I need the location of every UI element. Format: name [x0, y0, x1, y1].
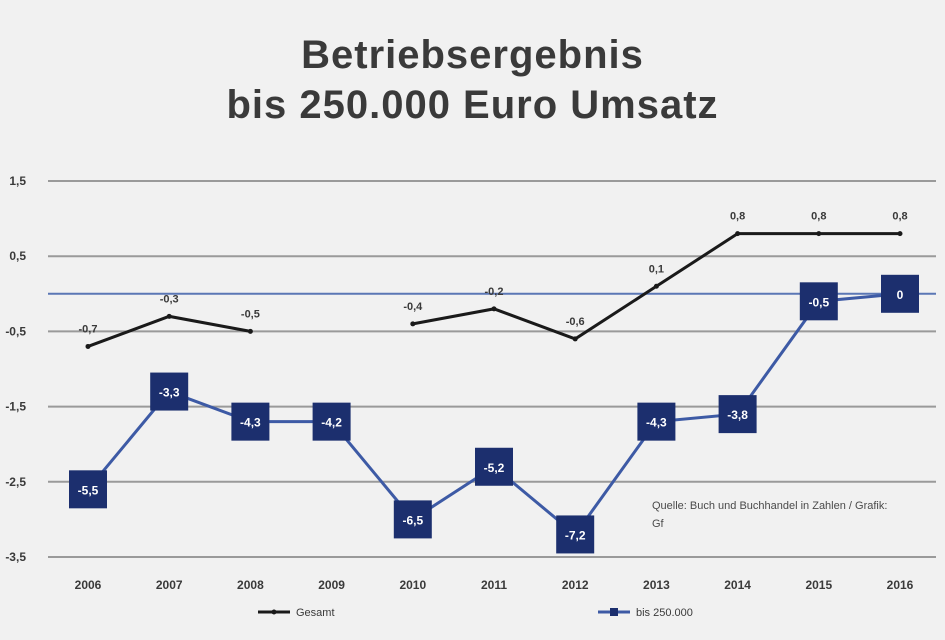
- y-tick-label: -0,5: [5, 324, 26, 338]
- series-gesamt-label: -0,2: [485, 286, 504, 298]
- x-tick-label: 2016: [887, 578, 914, 592]
- series-bis-250000-label: -6,5: [402, 513, 423, 527]
- x-tick-label: 2009: [318, 578, 345, 592]
- series-gesamt-point: [735, 231, 741, 237]
- y-tick-label: -3,5: [5, 550, 26, 564]
- x-tick-label: 2011: [481, 578, 507, 592]
- series-gesamt-point: [166, 313, 172, 319]
- y-tick-label: -1,5: [5, 400, 26, 414]
- series-bis-250000-label: -5,2: [484, 461, 505, 475]
- series-bis-250000-marker: [799, 282, 838, 321]
- series-gesamt-label: -0,3: [160, 293, 179, 305]
- series-gesamt-point: [410, 321, 416, 327]
- series-gesamt-point: [491, 306, 497, 312]
- series-bis-250000-marker: [150, 372, 189, 411]
- series-bis-250000-label: -0,5: [808, 295, 829, 309]
- series-bis-250000-marker: [393, 500, 432, 539]
- series-gesamt-point: [85, 343, 91, 349]
- series-gesamt-point: [897, 231, 903, 237]
- series-gesamt-point: [816, 231, 822, 237]
- x-tick-label: 2010: [399, 578, 426, 592]
- series-gesamt-label: 0,1: [649, 263, 664, 275]
- series-bis-250000-marker: [231, 402, 270, 441]
- series-bis-250000-label: -4,2: [321, 416, 342, 430]
- series-bis-250000-label: -3,3: [159, 386, 180, 400]
- chart-title-line-1: Betriebsergebnis: [301, 33, 644, 77]
- series-gesamt-label: -0,7: [79, 323, 98, 335]
- legend: Gesamt bis 250.000: [258, 607, 693, 619]
- x-tick-label: 2015: [805, 578, 832, 592]
- y-axis-ticks: 1,5 0,5 -0,5 -1,5 -2,5 -3,5: [5, 174, 26, 564]
- source-note: Quelle: Buch und Buchhandel in Zahlen / …: [652, 500, 888, 530]
- series-gesamt-label: -0,6: [566, 316, 585, 328]
- series-bis-250000-label: 0: [897, 288, 904, 302]
- x-axis-ticks: 2006 2007 2008 2009 2010 2011 2012 2013 2014 2015…: [75, 578, 914, 592]
- x-tick-label: 2014: [724, 578, 751, 592]
- series-gesamt-label: -0,5: [241, 308, 260, 320]
- series-gesamt-point: [247, 328, 253, 334]
- x-tick-label: 2007: [156, 578, 183, 592]
- legend-gesamt-marker: [271, 609, 277, 615]
- series-bis-250000-marker: [637, 402, 676, 441]
- y-tick-label: 1,5: [9, 174, 26, 188]
- legend-bis-250000-label: bis 250.000: [636, 607, 693, 619]
- series-layer: -0,7 -0,3 -0,5 -0,4 -0,2 -0,6 0,1 0,8 0,8 0,8 -5,5…: [69, 211, 919, 554]
- series-bis-250000-marker: [718, 395, 757, 434]
- series-bis-250000-marker: [475, 447, 513, 486]
- chart-title-line-2: bis 250.000 Euro Umsatz: [226, 83, 719, 127]
- chart-title: Betriebsergebnis bis 250.000 Euro Umsatz: [0, 30, 945, 130]
- series-bis-250000-label: -4,3: [646, 416, 667, 430]
- series-gesamt-point: [572, 336, 578, 342]
- x-tick-label: 2006: [75, 578, 102, 592]
- legend-bis-250000-marker: [610, 608, 618, 616]
- x-tick-label: 2012: [562, 578, 589, 592]
- series-bis-250000-label: -3,8: [727, 408, 748, 422]
- series-bis-250000-marker: [69, 470, 107, 509]
- series-bis-250000-label: -7,2: [565, 528, 586, 542]
- series-bis-250000-label: -4,3: [240, 416, 261, 430]
- series-bis-250000-marker: [312, 402, 351, 441]
- series-gesamt-label: 0,8: [811, 211, 826, 223]
- x-tick-label: 2008: [237, 578, 264, 592]
- legend-gesamt-label: Gesamt: [296, 607, 335, 619]
- series-gesamt-point: [653, 283, 659, 289]
- series-gesamt-label: -0,4: [403, 301, 423, 313]
- series-bis-250000-marker: [556, 515, 595, 554]
- grid-layer: [48, 180, 936, 558]
- x-tick-label: 2013: [643, 578, 670, 592]
- y-tick-label: -2,5: [5, 475, 26, 489]
- series-bis-250000-label: -5,5: [78, 483, 99, 497]
- y-tick-label: 0,5: [9, 249, 26, 263]
- series-gesamt-label: 0,8: [892, 211, 907, 223]
- series-bis-250000-marker: [881, 274, 919, 313]
- series-gesamt-label: 0,8: [730, 211, 745, 223]
